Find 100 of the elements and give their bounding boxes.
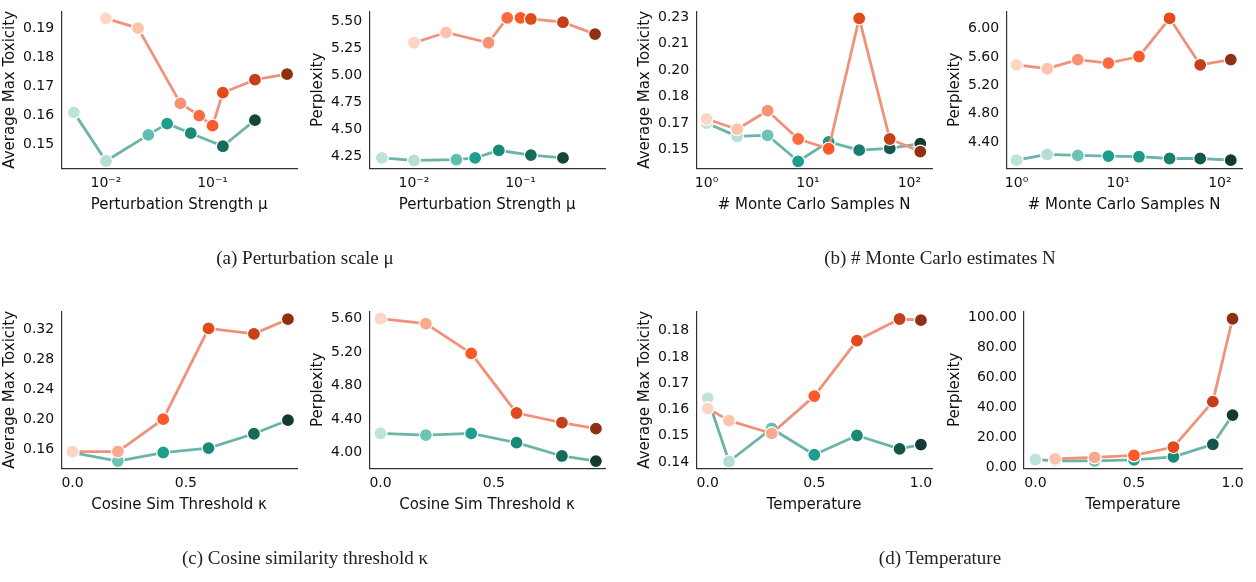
point — [1205, 437, 1220, 452]
point — [464, 346, 479, 361]
y-tick-label: 0.23 — [658, 7, 690, 24]
point — [764, 426, 779, 441]
point — [1225, 311, 1240, 326]
x-axis-title: Temperature — [765, 494, 862, 513]
point — [1193, 151, 1208, 166]
point — [1131, 149, 1147, 164]
x-tick-label: 0.5 — [1122, 474, 1146, 491]
y-tick-label: 0.17 — [658, 113, 690, 130]
x-axis-title: Perturbation Strength μ — [90, 194, 268, 213]
point — [554, 415, 570, 430]
point — [849, 333, 865, 348]
point — [1193, 57, 1208, 72]
point — [852, 143, 867, 158]
y-tick-label: 4.25 — [331, 146, 363, 163]
point — [729, 122, 745, 137]
y-tick-label: 0.17 — [23, 76, 55, 93]
y-axis-title: Average Max Toxicity — [634, 310, 653, 469]
y-tick-label: 0.15 — [658, 426, 690, 443]
point — [464, 426, 479, 441]
point — [913, 313, 929, 328]
y-tick-label: 0.18 — [658, 87, 690, 104]
x-axis-title: Temperature — [1084, 494, 1181, 513]
point — [373, 426, 388, 441]
y-tick-label: 5.00 — [331, 65, 363, 82]
text: (c) Cosine similarity threshold κ — [181, 547, 429, 569]
point — [554, 448, 570, 464]
point — [418, 428, 433, 443]
point — [418, 316, 433, 331]
y-tick-label: 60.00 — [976, 368, 1017, 385]
point — [246, 426, 262, 441]
point — [1131, 49, 1147, 64]
y-tick-label: 0.32 — [23, 320, 55, 337]
y-tick-label: 0.19 — [23, 18, 55, 35]
point — [913, 144, 928, 159]
y-tick-label: 0.16 — [23, 440, 55, 457]
x-tick-label: 0.5 — [174, 474, 198, 491]
x-tick-label: 10⁻¹ — [505, 174, 536, 191]
point — [1040, 61, 1055, 76]
y-tick-label: 4.75 — [331, 92, 363, 109]
y-tick-label: 0.21 — [658, 34, 690, 51]
x-tick-label: 10⁻¹ — [197, 174, 228, 191]
x-tick-label: 1.0 — [909, 474, 933, 491]
y-tick-label: 0.17 — [658, 373, 690, 390]
point — [1126, 448, 1142, 463]
y-tick-label: 0.14 — [658, 452, 690, 469]
point — [373, 311, 388, 326]
x-tick-label: 0.5 — [803, 474, 826, 491]
point — [110, 444, 125, 459]
y-tick-label: 6.00 — [968, 19, 1000, 36]
point — [1162, 11, 1177, 26]
x-tick-label: 10⁰ — [694, 174, 719, 191]
point — [760, 103, 775, 118]
point — [1223, 153, 1238, 168]
y-tick-label: 80.00 — [976, 338, 1017, 355]
point — [1009, 57, 1024, 72]
x-tick-label: 10⁻² — [90, 174, 122, 191]
point — [700, 401, 715, 416]
y-tick-label: 4.40 — [968, 132, 1000, 149]
x-tick-label: 10¹ — [796, 174, 820, 191]
y-axis-title: Average Max Toxicity — [634, 10, 653, 169]
point — [852, 11, 867, 26]
y-axis-title: Perplexity — [944, 352, 963, 427]
x-tick-label: 10⁻² — [398, 174, 430, 191]
y-tick-label: 4.00 — [331, 443, 363, 460]
y-tick-label: 0.28 — [23, 350, 55, 367]
point — [201, 440, 216, 456]
point — [1101, 56, 1116, 71]
point — [280, 312, 296, 327]
point — [509, 435, 524, 450]
y-axis-title: Perplexity — [307, 52, 326, 127]
point — [892, 441, 907, 457]
point — [882, 131, 897, 147]
y-tick-label: 100.00 — [967, 308, 1017, 325]
point — [821, 141, 836, 156]
point — [1166, 439, 1181, 455]
x-axis-title: Cosine Sim Threshold κ — [91, 494, 268, 513]
point — [1223, 52, 1238, 67]
x-tick-label: 0.0 — [369, 474, 392, 491]
point — [1162, 151, 1177, 166]
y-tick-label: 0.24 — [23, 380, 55, 397]
point — [156, 412, 171, 427]
point — [588, 421, 604, 436]
y-tick-label: 0.16 — [23, 105, 55, 122]
y-axis-title: Perplexity — [944, 52, 963, 127]
y-tick-label: 4.40 — [331, 409, 363, 426]
x-axis-title: # Monte Carlo Samples N — [717, 194, 911, 213]
y-tick-label: 20.00 — [976, 428, 1017, 445]
point — [721, 454, 737, 469]
y-tick-label: 0.18 — [23, 47, 55, 64]
y-tick-label: 4.80 — [331, 376, 363, 393]
text: (b) # Monte Carlo estimates N — [823, 247, 1057, 269]
y-tick-label: 5.20 — [968, 76, 1000, 93]
y-tick-label: 5.60 — [331, 309, 363, 326]
point — [1040, 147, 1055, 162]
point — [1101, 148, 1116, 164]
y-tick-label: 0.00 — [985, 458, 1017, 475]
y-tick-label: 5.50 — [331, 11, 363, 28]
x-axis-title: # Monte Carlo Samples N — [1027, 194, 1221, 213]
